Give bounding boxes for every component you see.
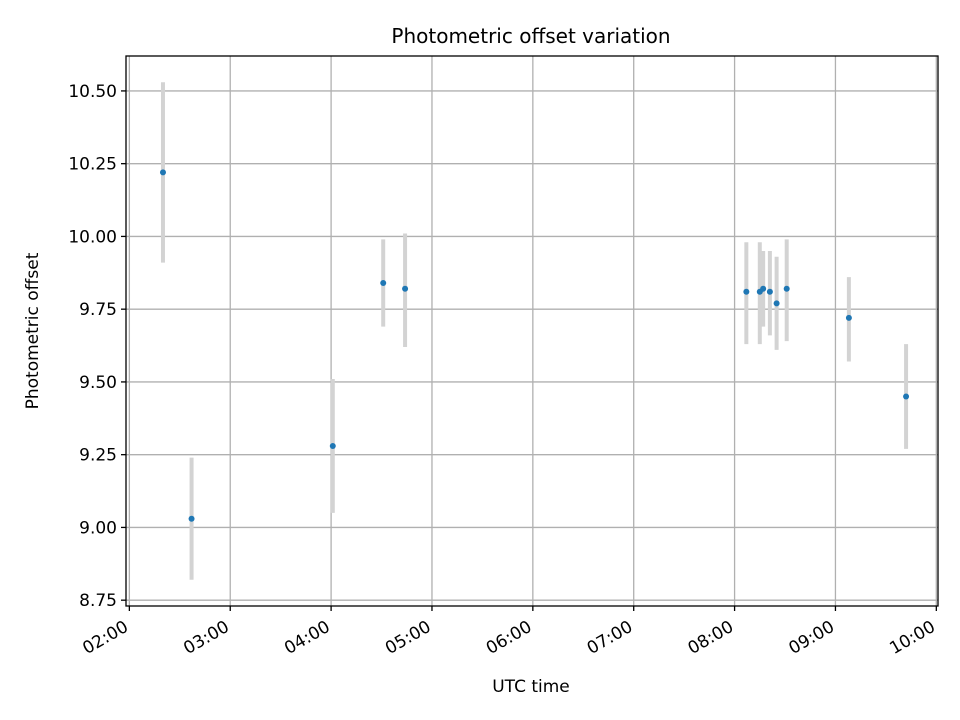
data-point: [773, 300, 780, 307]
data-point: [903, 393, 910, 400]
data-point: [845, 314, 852, 321]
y-axis-ticks: 8.75 9.00 9.25 9.50 9.75 10.00 10.25 10.50: [68, 82, 126, 611]
y-tick-label: 10.00: [68, 227, 117, 247]
chart-title: Photometric offset variation: [391, 24, 670, 48]
data-point: [783, 285, 790, 292]
plot-frame: [125, 55, 939, 607]
data-point: [760, 285, 767, 292]
y-tick-label: 8.75: [79, 591, 117, 611]
data-point: [329, 442, 336, 449]
y-tick-label: 9.50: [79, 373, 117, 393]
y-tick-label: 9.00: [79, 518, 117, 538]
data-point: [380, 279, 387, 286]
data-point: [188, 515, 195, 522]
y-tick-label: 9.75: [79, 300, 117, 320]
y-tick-label: 9.25: [79, 446, 117, 466]
x-axis-label: UTC time: [492, 677, 570, 697]
y-tick-label: 10.25: [68, 155, 117, 175]
y-axis-label: Photometric offset: [23, 252, 43, 409]
data-point: [743, 288, 750, 295]
data-point: [402, 285, 409, 292]
data-point: [159, 169, 166, 176]
data-points: [159, 169, 910, 522]
y-tick-label: 10.50: [68, 82, 117, 102]
data-point: [766, 288, 773, 295]
grid: [126, 56, 938, 606]
